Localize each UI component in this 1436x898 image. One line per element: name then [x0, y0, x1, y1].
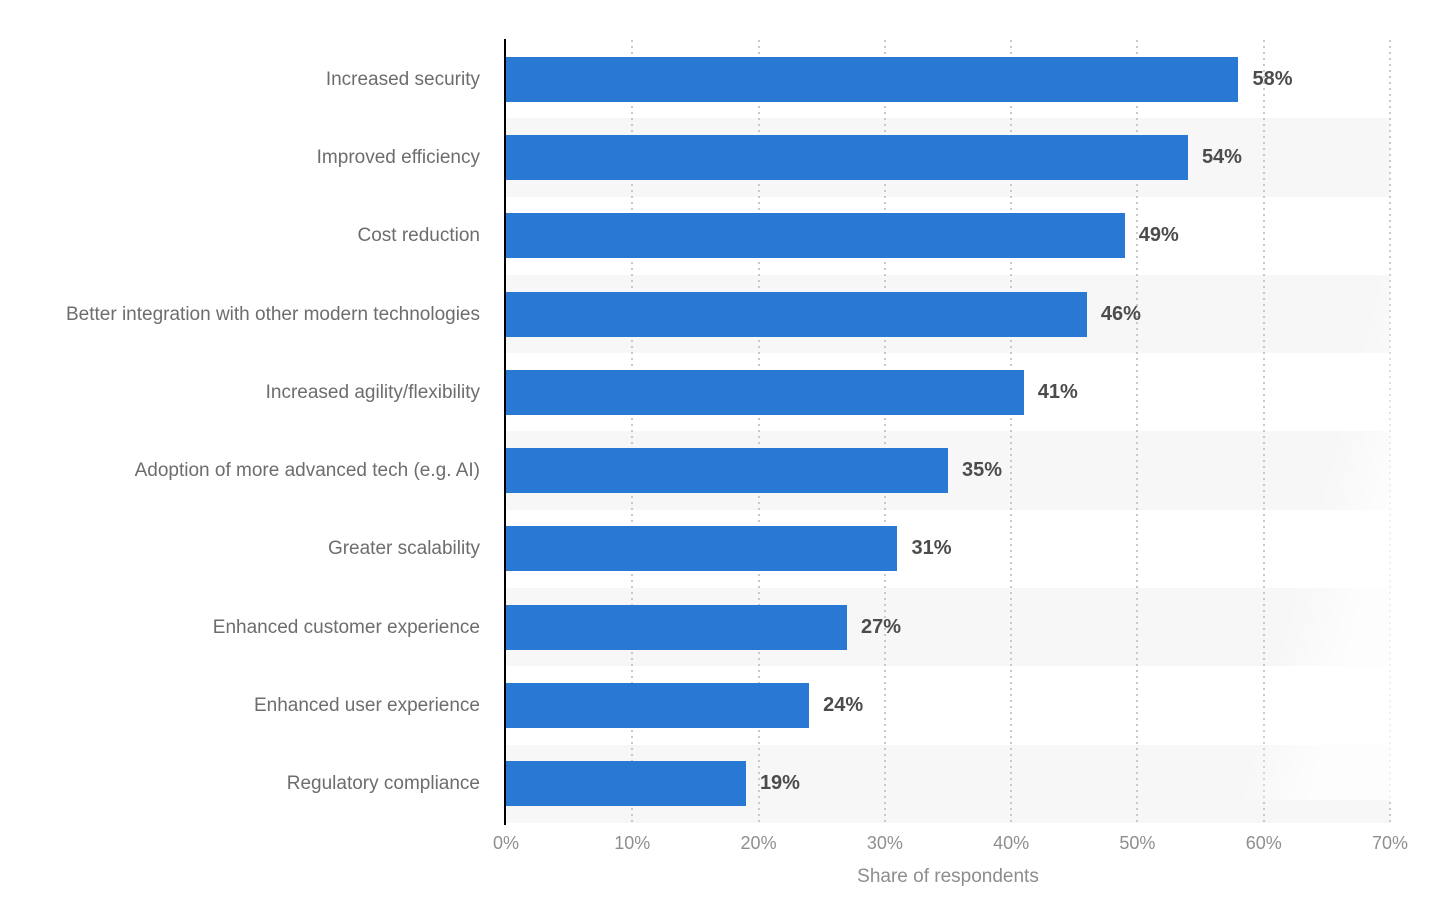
- category-label: Enhanced user experience: [253, 695, 480, 717]
- value-label: 58%: [1252, 67, 1293, 90]
- chart-rows: Increased security 58% Improved efficien…: [0, 40, 1436, 823]
- plot-cell: 31%: [506, 510, 1390, 588]
- bar-wrap: 24%: [506, 666, 1390, 744]
- x-tick-label: 30%: [866, 833, 903, 853]
- x-axis-ticks: 0% 10% 20% 30% 40% 50% 60% 70%: [493, 833, 1408, 857]
- category-label: Increased security: [325, 68, 480, 90]
- chart-row: Enhanced customer experience 27%: [0, 588, 1436, 667]
- chart-row: Improved efficiency 54%: [0, 118, 1436, 197]
- category-label: Adoption of more advanced tech (e.g. AI): [134, 460, 480, 482]
- x-tick-label: 70%: [1371, 833, 1409, 853]
- bar-wrap: 31%: [506, 510, 1390, 588]
- bar-wrap: 41%: [506, 353, 1390, 431]
- chart-row: Cost reduction 49%: [0, 197, 1436, 275]
- bar: [506, 683, 810, 729]
- category-label: Cost reduction: [357, 225, 480, 247]
- chart-row: Enhanced user experience 24%: [0, 666, 1436, 744]
- plot-cell: 35%: [506, 431, 1390, 510]
- bar-wrap: 35%: [506, 431, 1390, 509]
- plot-cell: 46%: [506, 274, 1390, 354]
- bar-wrap: 46%: [506, 275, 1390, 353]
- chart-row: Adoption of more advanced tech (e.g. AI)…: [0, 431, 1436, 510]
- bar: [506, 291, 1087, 337]
- plot-cell: 24%: [506, 666, 1390, 744]
- value-label: 35%: [962, 459, 1003, 482]
- bar-wrap: 19%: [506, 745, 1390, 823]
- value-label: 31%: [911, 537, 952, 560]
- bar: [506, 604, 847, 650]
- x-tick-label: 0%: [492, 833, 520, 853]
- bar-wrap: 27%: [506, 588, 1390, 666]
- y-axis-line: [504, 39, 506, 825]
- x-tick-label: 60%: [1245, 833, 1282, 853]
- plot-cell: 41%: [506, 353, 1390, 431]
- chart-row: Increased security 58%: [0, 40, 1436, 118]
- chart-row: Better integration with other modern tec…: [0, 274, 1436, 354]
- value-label: 19%: [759, 772, 800, 795]
- bar: [506, 134, 1188, 180]
- bar-wrap: 49%: [506, 197, 1390, 275]
- bar: [506, 448, 948, 494]
- plot-cell: 27%: [506, 588, 1390, 667]
- category-label: Enhanced customer experience: [212, 616, 480, 638]
- value-label: 54%: [1201, 145, 1242, 168]
- bar-wrap: 58%: [506, 40, 1390, 118]
- value-label: 24%: [823, 694, 864, 717]
- value-label: 27%: [860, 615, 901, 638]
- x-tick-label: 10%: [614, 833, 651, 853]
- plot-cell: 49%: [506, 197, 1390, 275]
- value-label: 41%: [1037, 380, 1078, 403]
- bar: [506, 526, 898, 572]
- bar: [506, 761, 746, 807]
- category-label: Increased agility/flexibility: [265, 381, 480, 403]
- bar: [506, 213, 1125, 259]
- x-tick-label: 50%: [1119, 833, 1156, 853]
- plot-cell: 54%: [506, 118, 1390, 197]
- plot-cell: 58%: [506, 40, 1390, 118]
- category-label: Greater scalability: [327, 538, 480, 560]
- value-label: 46%: [1100, 302, 1141, 325]
- category-label: Improved efficiency: [316, 146, 480, 168]
- x-tick-label: 40%: [993, 833, 1030, 853]
- plot-cell: 19%: [506, 744, 1390, 823]
- bar: [506, 369, 1024, 415]
- category-label: Regulatory compliance: [286, 773, 480, 795]
- chart-row: Greater scalability 31%: [0, 510, 1436, 588]
- bar: [506, 56, 1239, 102]
- bar-wrap: 54%: [506, 118, 1390, 196]
- chart-row: Regulatory compliance 19%: [0, 744, 1436, 823]
- x-axis-title: Share of respondents: [857, 866, 1039, 887]
- category-label: Better integration with other modern tec…: [65, 303, 480, 325]
- x-tick-label: 20%: [740, 833, 777, 853]
- chart-row: Increased agility/flexibility 41%: [0, 353, 1436, 431]
- value-label: 49%: [1138, 224, 1179, 247]
